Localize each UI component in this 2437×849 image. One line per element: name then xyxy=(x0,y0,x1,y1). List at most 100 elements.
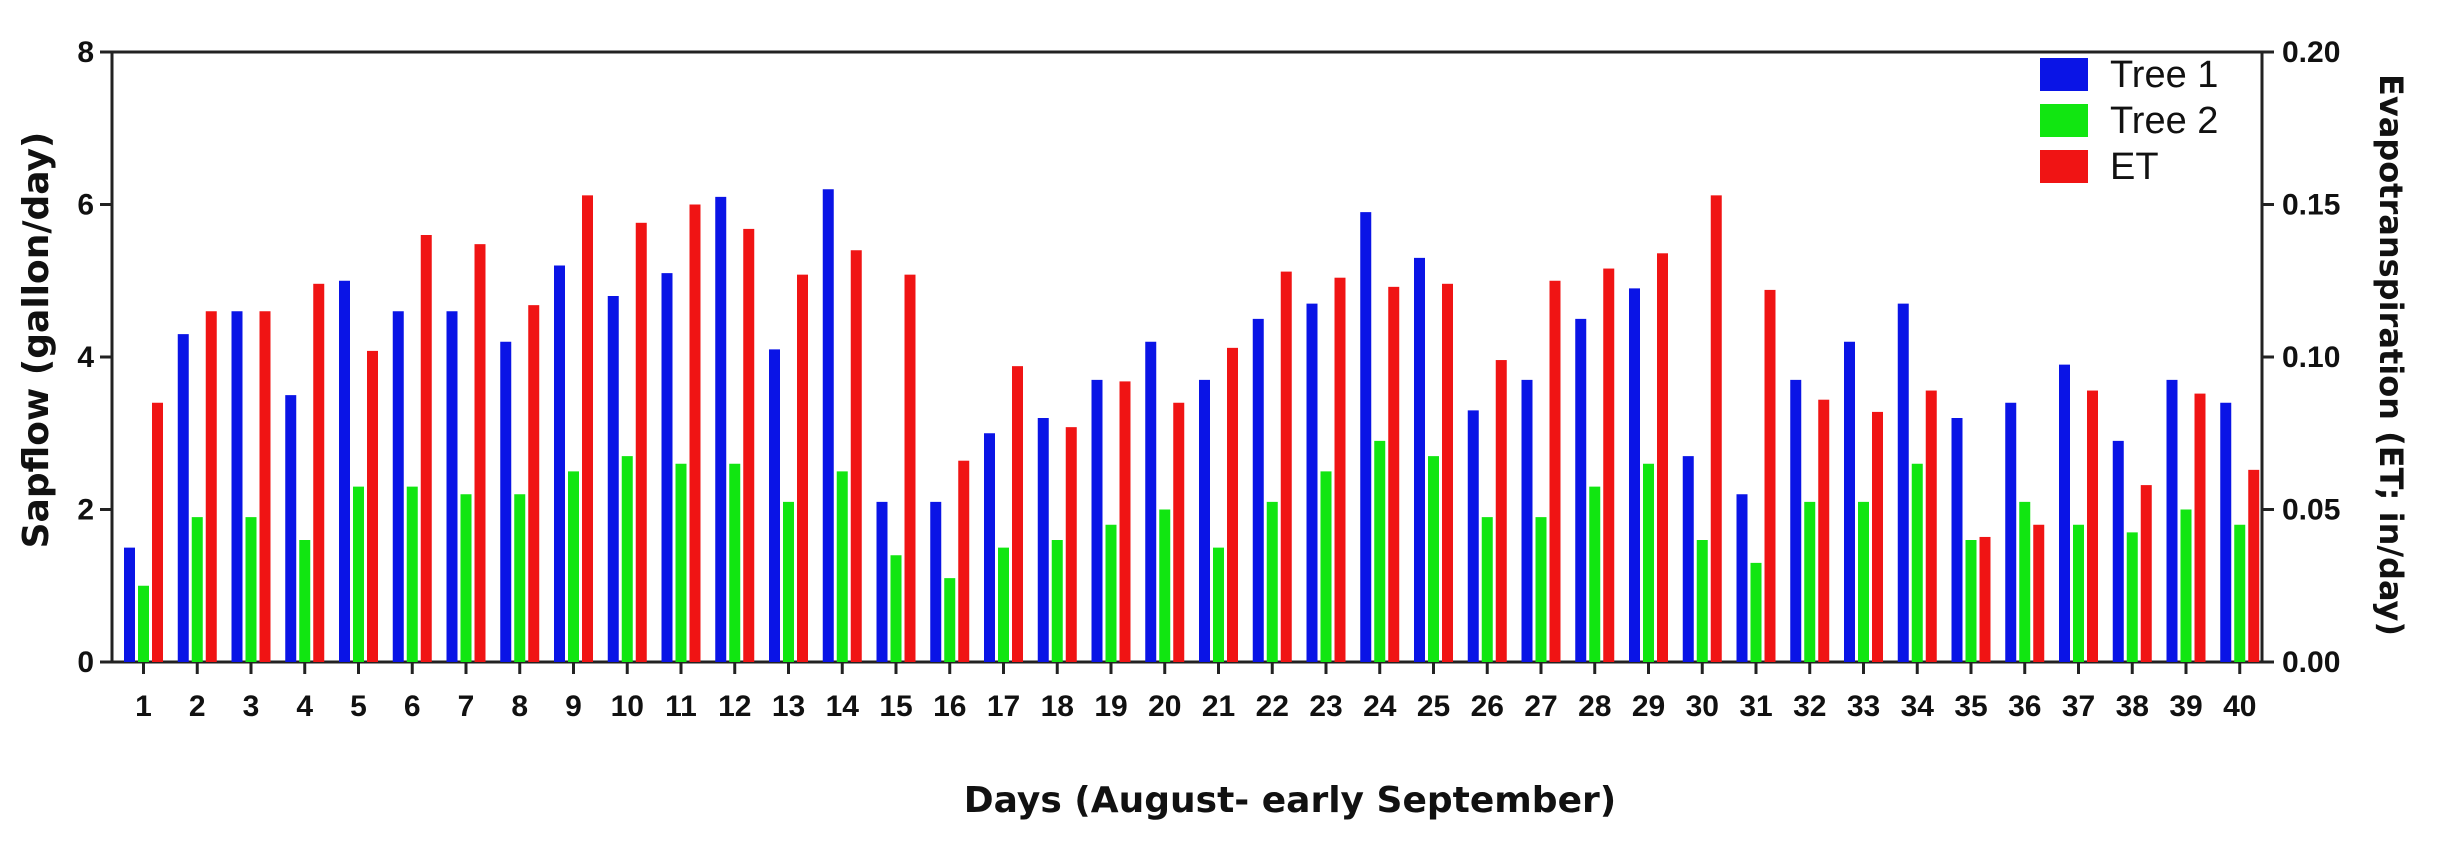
bar-et xyxy=(743,228,755,662)
x-tick-label: 32 xyxy=(1793,690,1826,723)
y-tick-label: 4 xyxy=(77,341,94,374)
bar-tree-1 xyxy=(1145,341,1157,662)
bar-tree-1 xyxy=(285,395,297,662)
y-tick-label: 6 xyxy=(77,189,94,222)
x-tick-label: 18 xyxy=(1041,690,1074,723)
legend-swatch-tree-2 xyxy=(2040,104,2088,137)
bar-et xyxy=(474,244,486,662)
x-tick-label: 23 xyxy=(1309,690,1342,723)
bar-tree-2 xyxy=(1320,471,1332,662)
bar-tree-2 xyxy=(1481,517,1493,662)
x-tick-label: 21 xyxy=(1202,690,1235,723)
bar-tree-1 xyxy=(500,341,512,662)
bar-tree-2 xyxy=(1213,547,1224,662)
x-tick-label: 15 xyxy=(879,690,912,723)
bar-et xyxy=(1603,268,1615,662)
x-tick-label: 26 xyxy=(1471,690,1504,723)
x-tick-label: 19 xyxy=(1094,690,1127,723)
x-tick-label: 34 xyxy=(1901,690,1935,723)
bar-et xyxy=(1065,427,1077,662)
x-tick-label: 36 xyxy=(2008,690,2041,723)
x-tick-label: 30 xyxy=(1686,690,1719,723)
bar-tree-2 xyxy=(621,456,633,662)
x-tick-label: 39 xyxy=(2169,690,2202,723)
bar-et xyxy=(1495,360,1507,662)
plot-frame xyxy=(110,50,2264,664)
bar-tree-2 xyxy=(2234,524,2246,662)
bar-et xyxy=(904,274,916,662)
legend-label-tree-1: Tree 1 xyxy=(2110,54,2218,96)
x-tick-label: 14 xyxy=(826,690,860,723)
bar-tree-2 xyxy=(890,555,902,662)
legend-label-et: ET xyxy=(2110,146,2159,188)
bar-tree-1 xyxy=(715,196,727,662)
bar-et xyxy=(367,350,378,662)
bar-tree-2 xyxy=(783,501,794,662)
x-tick-label: 27 xyxy=(1524,690,1557,723)
x-tick-label: 12 xyxy=(718,690,751,723)
bar-tree-1 xyxy=(2220,402,2232,662)
bar-tree-2 xyxy=(836,471,848,662)
bar-et xyxy=(1334,277,1346,662)
bar-tree-1 xyxy=(1521,379,1533,662)
bar-tree-1 xyxy=(446,311,458,662)
x-tick-label: 16 xyxy=(933,690,966,723)
y2-tick-label: 0.00 xyxy=(2282,646,2340,679)
bar-tree-1 xyxy=(392,311,404,662)
bar-et xyxy=(1764,289,1776,662)
bar-tree-1 xyxy=(1037,418,1049,662)
bar-tree-2 xyxy=(1105,524,1117,662)
bar-et xyxy=(420,235,432,662)
x-tick-label: 25 xyxy=(1417,690,1450,723)
bar-tree-2 xyxy=(191,517,203,662)
x-tick-label: 33 xyxy=(1847,690,1880,723)
bar-tree-1 xyxy=(1844,341,1855,662)
bar-tree-1 xyxy=(822,189,834,662)
y-tick-label: 0 xyxy=(77,646,94,679)
y2-tick-label: 0.10 xyxy=(2282,341,2340,374)
bar-tree-2 xyxy=(675,463,687,662)
x-tick-label: 24 xyxy=(1363,690,1397,723)
bar-et xyxy=(1173,402,1185,662)
x-tick-label: 1 xyxy=(135,690,152,723)
bar-tree-1 xyxy=(1682,456,1694,662)
bar-tree-2 xyxy=(514,494,526,662)
bar-tree-2 xyxy=(568,471,579,662)
bar-tree-1 xyxy=(984,433,995,662)
bar-tree-1 xyxy=(231,311,243,662)
x-tick-label: 5 xyxy=(350,690,367,723)
bar-tree-1 xyxy=(607,296,619,662)
bar-et xyxy=(797,274,808,662)
bar-tree-2 xyxy=(2073,524,2084,662)
axes xyxy=(110,50,2264,664)
bar-tree-1 xyxy=(1414,257,1425,662)
x-tick-label: 11 xyxy=(665,690,697,723)
bar-tree-2 xyxy=(1804,501,1816,662)
bar-tree-2 xyxy=(353,486,364,662)
x-tick-label: 29 xyxy=(1632,690,1665,723)
bar-tree-1 xyxy=(1360,212,1372,662)
bar-et xyxy=(1657,253,1668,663)
bar-tree-2 xyxy=(2019,501,2031,662)
x-tick-label: 8 xyxy=(511,690,528,723)
bar-tree-2 xyxy=(1965,540,1977,662)
bar-et xyxy=(1818,399,1830,662)
bar-tree-1 xyxy=(1091,379,1103,662)
bar-tree-2 xyxy=(944,578,956,662)
x-tick-label: 4 xyxy=(296,690,313,723)
x-tick-label: 6 xyxy=(404,690,421,723)
bar-tree-1 xyxy=(2059,364,2070,662)
bar-tree-1 xyxy=(1897,303,1909,662)
bar-et xyxy=(1549,280,1561,662)
x-axis-title: Days (August- early September) xyxy=(964,780,1616,821)
bar-et xyxy=(850,250,862,662)
bar-tree-1 xyxy=(554,265,565,662)
bar-tree-2 xyxy=(1535,517,1547,662)
x-tick-label: 2 xyxy=(189,690,206,723)
bar-et xyxy=(1227,347,1238,662)
bar-et xyxy=(582,195,593,662)
bar-et xyxy=(1979,536,1991,662)
y2-tick-label: 0.20 xyxy=(2282,36,2340,69)
